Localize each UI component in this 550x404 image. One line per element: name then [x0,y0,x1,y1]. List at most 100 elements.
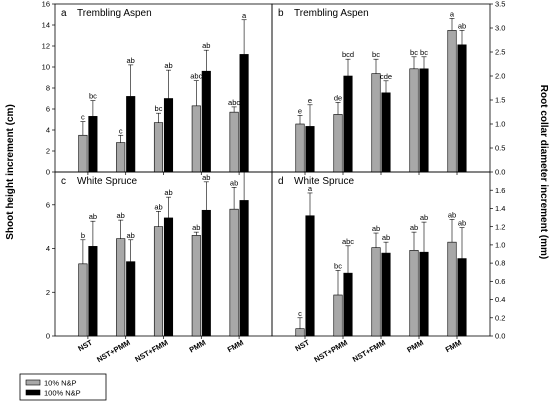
y-tick-label-a-3: 6 [46,105,50,114]
sig-letter-d-PMM-s1: ab [410,223,418,232]
y-tick-label-a-1: 2 [46,147,50,156]
category-label-d-1: NST+PMM [313,338,349,364]
bar-c-FMM-s1 [229,208,239,337]
legend-label-100: 100% N&P [44,389,81,398]
sig-letter-d-NST+PMM-s2: abc [342,237,354,246]
bar-a-NST+PMM-s2 [126,96,136,173]
bar-d-PMM-s2 [419,251,429,337]
bar-d-FMM-s1 [447,241,457,337]
category-label-d-0: NST [294,338,312,354]
y-tick-label-b-4: 2.0 [495,72,505,81]
panel-title-b: Trembling Aspen [294,8,369,19]
category-label-c-2: NST+FMM [133,338,169,364]
panel-letter-a: a [61,8,67,19]
sig-letter-a-NST+PMM-s2: ab [127,56,135,65]
category-label-d-3: PMM [405,338,425,355]
y-tick-label-a-5: 10 [42,63,50,72]
y-axis-label-left: Shoot height increment (cm) [5,104,16,240]
panel-letter-d: d [278,176,284,187]
bar-a-PMM-s2 [201,70,211,173]
panel-a: 0 2 4 6 8 10 12 14 16 a Trembling Aspen c bc c ab bc ab a… [42,0,273,177]
sig-letter-c-FMM-s2: ab [240,162,248,171]
bar-c-FMM-s2 [239,200,249,337]
panel-frame-d [271,171,491,337]
sig-letter-c-NST-s1: b [81,231,85,240]
y-tick-label-b-3: 1.5 [495,96,505,105]
sig-letter-c-NST+FMM-s1: ab [154,202,162,211]
bar-d-NST+FMM-s1 [371,247,381,337]
sig-letter-d-NST-s2: a [308,184,313,193]
bar-d-NST-s1 [295,328,305,337]
legend-swatch-10 [25,379,41,386]
sig-letter-a-NST-s2: bc [89,92,97,101]
y-tick-label-a-4: 8 [46,84,50,93]
sig-letter-b-NST-s2: e [308,96,312,105]
legend-box [19,373,107,401]
legend: 10% N&P 100% N&P [19,373,107,401]
category-label-d-4: FMM [444,338,463,354]
bar-c-NST-s2 [88,246,98,337]
y-tick-label-a-8: 16 [42,0,50,9]
sig-letter-b-NST+FMM-s1: bc [372,50,380,59]
sig-letter-b-NST+PMM-s1: de [334,93,342,102]
sig-letter-d-NST+FMM-s2: ab [382,233,390,242]
sig-letter-b-FMM-s2: ab [458,21,466,30]
sig-letter-d-PMM-s2: ab [420,213,428,222]
legend-label-10: 10% N&P [44,379,77,388]
bar-b-PMM-s2 [419,68,429,173]
y-tick-label-a-2: 4 [46,126,50,135]
y-tick-label-d-0: 0.0 [495,332,505,341]
sig-letter-a-FMM-s1: abc [228,98,240,107]
panel-letter-c: c [61,176,66,187]
bar-a-PMM-s1 [191,105,201,173]
bar-d-NST+PMM-s2 [343,272,353,337]
y-tick-label-b-6: 3.0 [495,24,505,33]
bar-b-NST+PMM-s1 [333,114,343,173]
y-tick-label-d-4: 0.8 [495,259,505,268]
sig-letter-b-FMM-s1: a [450,9,455,18]
y-tick-label-d-3: 0.6 [495,277,505,286]
bar-c-NST+FMM-s2 [163,217,174,337]
bar-b-NST-s2 [305,126,315,173]
bar-c-NST+PMM-s2 [126,261,136,337]
bar-b-PMM-s1 [409,68,419,173]
y-tick-label-d-2: 0.4 [495,295,505,304]
bar-b-FMM-s2 [457,44,467,173]
y-tick-label-b-2: 1.0 [495,120,505,129]
sig-letter-a-NST-s1: c [81,113,85,122]
sig-letter-c-NST+PMM-s2: ab [127,231,135,240]
sig-letter-c-PMM-s1: ab [192,223,200,232]
panel-d: 0.0 0.2 0.4 0.6 0.8 1.0 1.2 1.4 1.6 d White Spruce… [271,171,505,364]
sig-letter-c-PMM-s2: ab [202,173,210,182]
y-tick-label-d-1: 0.2 [495,313,505,322]
y-tick-label-c-3: 6 [46,200,50,209]
y-tick-label-b-5: 2.5 [495,48,505,57]
panel-frame-a [54,3,273,173]
sig-letter-a-FMM-s2: a [242,11,247,20]
sig-letter-b-PMM-s1: bc [410,48,418,57]
panel-title-d: White Spruce [294,176,354,187]
y-tick-label-b-1: 0.5 [495,144,505,153]
legend-swatch-100 [25,389,41,396]
sig-letter-c-NST+FMM-s2: ab [164,188,172,197]
bar-a-FMM-s2 [239,54,249,173]
bar-a-NST+PMM-s1 [116,142,126,173]
y-tick-label-a-0: 0 [46,168,50,177]
bar-c-PMM-s2 [201,209,211,337]
bar-b-NST+PMM-s2 [343,75,353,173]
y-tick-label-a-6: 12 [42,42,50,51]
y-tick-label-d-7: 1.4 [495,204,505,213]
bar-b-FMM-s1 [447,30,457,173]
bar-c-PMM-s1 [191,235,201,337]
bar-a-NST-s1 [78,134,88,173]
bar-b-NST+FMM-s1 [371,73,381,173]
sig-letter-b-NST+FMM-s2: cde [380,72,392,81]
sig-letter-a-PMM-s1: abc [190,72,202,81]
sig-letter-a-PMM-s2: ab [202,41,210,50]
sig-letter-b-PMM-s2: bc [420,48,428,57]
sig-letter-d-NST-s1: c [298,309,302,318]
bar-a-FMM-s1 [229,111,239,173]
sig-letter-c-NST-s2: ab [89,212,97,221]
